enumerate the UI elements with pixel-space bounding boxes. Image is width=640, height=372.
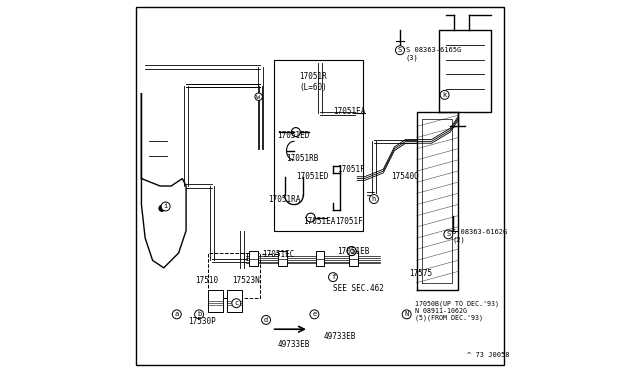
- Text: 17051RB: 17051RB: [287, 154, 319, 163]
- Text: 17530P: 17530P: [188, 317, 216, 326]
- Circle shape: [396, 46, 404, 55]
- Bar: [248, 251, 257, 266]
- Text: i: i: [163, 203, 168, 209]
- Text: 17051ED: 17051ED: [277, 131, 310, 140]
- Text: 49733EB: 49733EB: [324, 332, 356, 341]
- Text: 17051EA: 17051EA: [303, 217, 335, 226]
- Text: N: N: [404, 311, 409, 317]
- Text: b: b: [197, 311, 201, 317]
- Text: e: e: [312, 311, 317, 317]
- Bar: [209, 290, 223, 312]
- Text: 17051RA: 17051RA: [268, 195, 300, 203]
- Text: g: g: [349, 248, 354, 254]
- Circle shape: [161, 202, 170, 211]
- Circle shape: [255, 93, 262, 100]
- Bar: [278, 251, 287, 266]
- Text: h: h: [372, 196, 376, 202]
- Text: ^ 73 J0058: ^ 73 J0058: [467, 352, 509, 358]
- Text: 17051F: 17051F: [337, 165, 365, 174]
- Text: f: f: [331, 274, 335, 280]
- Text: 17051EA: 17051EA: [333, 107, 365, 116]
- Circle shape: [262, 315, 271, 324]
- Circle shape: [172, 310, 181, 319]
- Bar: [227, 290, 242, 312]
- Text: S: S: [446, 231, 451, 237]
- Text: 49733EB: 49733EB: [277, 340, 310, 349]
- Text: S 08363-6165G
(3): S 08363-6165G (3): [406, 47, 461, 61]
- Text: 17051ED: 17051ED: [296, 172, 328, 181]
- Bar: [316, 251, 324, 266]
- Text: w: w: [257, 94, 260, 100]
- Circle shape: [369, 195, 378, 203]
- Text: 17051F: 17051F: [335, 217, 363, 226]
- Circle shape: [347, 247, 356, 256]
- Circle shape: [402, 310, 411, 319]
- Text: 17523N: 17523N: [232, 276, 260, 285]
- Bar: [349, 251, 358, 266]
- Text: 17051EC: 17051EC: [262, 250, 294, 259]
- Text: SEE SEC.462: SEE SEC.462: [333, 284, 384, 293]
- Text: c: c: [234, 300, 239, 306]
- Circle shape: [310, 310, 319, 319]
- Text: 17575: 17575: [410, 269, 433, 278]
- Circle shape: [195, 310, 204, 319]
- Text: 17540Q: 17540Q: [390, 172, 419, 181]
- Bar: [209, 253, 260, 298]
- Circle shape: [232, 299, 241, 308]
- Bar: [273, 60, 363, 231]
- Text: 17510: 17510: [195, 276, 218, 285]
- Text: a: a: [175, 311, 179, 317]
- Text: 17051EB: 17051EB: [337, 247, 369, 256]
- Text: 17050B(UP TO DEC.'93)
N 08911-1062G
(5)(FROM DEC.'93): 17050B(UP TO DEC.'93) N 08911-1062G (5)(…: [415, 300, 499, 321]
- Text: S: S: [398, 47, 402, 53]
- Circle shape: [444, 230, 453, 239]
- Circle shape: [440, 90, 449, 99]
- Text: S 08363-6162G
(2): S 08363-6162G (2): [452, 230, 508, 243]
- Text: k: k: [442, 92, 447, 98]
- Text: 17051R
(L=60): 17051R (L=60): [300, 72, 327, 92]
- Text: d: d: [264, 317, 268, 323]
- Circle shape: [328, 273, 337, 282]
- Circle shape: [159, 205, 165, 211]
